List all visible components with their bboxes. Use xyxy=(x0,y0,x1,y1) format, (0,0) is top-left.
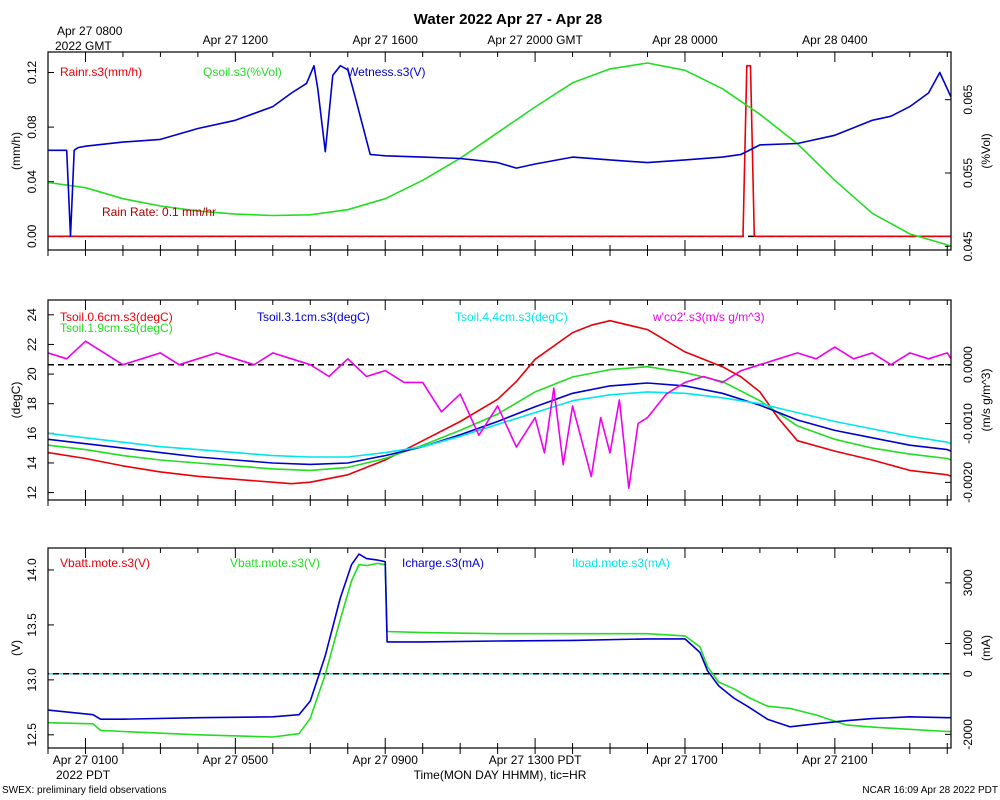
bottom-axis-label: Apr 27 0900 xyxy=(353,753,419,767)
series-line-icharge-s3-ma xyxy=(48,553,951,728)
series-line-tsoil-0-6cm-s3-degc xyxy=(48,319,951,485)
y-left-axis-title: (V) xyxy=(9,640,23,656)
legend-entry-qsoil-s3-vol: Qsoil.s3(%Vol) xyxy=(203,65,282,79)
series-line-w-co2-s3-m-s-g-m-3 xyxy=(48,340,951,490)
y-left-tick-label: 0.12 xyxy=(25,60,39,84)
legend-entry-rainr-s3-mm-h: Rainr.s3(mm/h) xyxy=(60,65,142,79)
bottom-axis-title: Time(MON DAY HHMM), tic=HR xyxy=(414,768,587,782)
bottom-axis-label: Apr 27 1700 xyxy=(652,753,718,767)
y-left-tick-label: 24 xyxy=(25,308,39,322)
y-right-tick-label: -2000 xyxy=(961,719,975,750)
y-right-tick-label: -0.0020 xyxy=(961,462,975,503)
series-line-tsoil-3-1cm-s3-degc xyxy=(48,382,951,466)
bottom-axis-label: Apr 27 2100 xyxy=(802,753,868,767)
legend-entry-iload-mote-s3-ma: Iload.mote.s3(mA) xyxy=(572,556,670,570)
y-left-tick-label: 13.5 xyxy=(25,613,39,637)
top-axis-first-label-line1: Apr 27 0800 xyxy=(57,24,123,38)
y-right-tick-label: 3000 xyxy=(961,569,975,596)
top-axis-label: Apr 28 0400 xyxy=(802,33,868,47)
legend-entry-vbatt-mote-s3-v: Vbatt.mote.s3(V) xyxy=(230,556,320,570)
chart-title: Water 2022 Apr 27 - Apr 28 xyxy=(414,11,602,28)
y-right-tick-label: -0.0010 xyxy=(961,403,975,444)
y-left-tick-label: 20 xyxy=(25,367,39,381)
top-axis-label: Apr 27 1600 xyxy=(353,33,419,47)
y-right-tick-label: 0 xyxy=(961,670,975,677)
legend-entry-tsoil-3-1cm-s3-degc: Tsoil.3.1cm.s3(degC) xyxy=(257,310,370,324)
series-line-tsoil-1-9cm-s3-degc xyxy=(48,365,951,472)
bottom-axis-labels: Apr 27 0100 Apr 27 0500 Apr 27 0900 Apr 27 … xyxy=(53,753,868,767)
y-left-tick-label: 13.0 xyxy=(25,668,39,692)
panel-soil-temperature: 12 14 16 18 20 22 24 -0.0020 -0.0010 0.0000 (degC)… xyxy=(9,299,993,506)
bottom-axis-label: Apr 27 1300 PDT xyxy=(489,753,582,767)
panel-water: 0.00 0.04 0.08 0.12 0.045 0.055 0.065 (mm/h) (%V… xyxy=(9,51,993,261)
bottom-axis-year-label: 2022 PDT xyxy=(56,768,111,782)
plot-frame xyxy=(47,299,952,501)
rain-rate-annotation: Rain Rate: 0.1 mm/hr xyxy=(102,205,216,219)
legend-entry-tsoil-0-6cm-s3-degc: Tsoil.0.6cm.s3(degC) xyxy=(60,310,173,324)
legend-entry-w-co2-s3-m-s-g-m-3: w'co2'.s3(m/s g/m^3) xyxy=(652,310,765,324)
y-left-tick-label: 14 xyxy=(25,456,39,470)
series-line-tsoil-4-4cm-s3-degc xyxy=(48,391,951,458)
legend-entry-tsoil-4-4cm-s3-degc: Tsoil.4.4cm.s3(degC) xyxy=(455,310,568,324)
legend-entry-vbatt-mote-s3-v: Vbatt.mote.s3(V) xyxy=(60,556,150,570)
legend-entry-tsoil-1-9cm-s3-degc: Tsoil.1.9cm.s3(degC) xyxy=(60,321,173,335)
y-right-axis-title: (m/s g/m^3) xyxy=(979,369,993,432)
series-line-vbatt-mote-s3-v xyxy=(48,562,951,738)
top-axis-labels: Apr 27 1200 Apr 27 1600 Apr 27 2000 GMT Apr… xyxy=(203,33,868,47)
footer-right-text: NCAR 16:09 Apr 28 2022 PDT xyxy=(862,785,998,796)
y-left-tick-label: 0.00 xyxy=(25,224,39,248)
y-left-tick-label: 12 xyxy=(25,486,39,500)
bottom-axis-label: Apr 27 0100 xyxy=(53,753,119,767)
y-left-tick-label: 22 xyxy=(25,337,39,351)
top-axis-label: Apr 27 1200 xyxy=(203,33,269,47)
footer-left-text: SWEX: preliminary field observations xyxy=(2,785,167,796)
y-left-tick-label: 14.0 xyxy=(25,558,39,582)
top-axis-label: Apr 27 2000 GMT xyxy=(487,33,583,47)
top-axis-first-label-line2: 2022 GMT xyxy=(55,39,112,53)
y-right-tick-label: 0.065 xyxy=(961,84,975,114)
y-right-tick-label: 0.055 xyxy=(961,158,975,188)
y-left-tick-label: 0.04 xyxy=(25,170,39,194)
series-line-qsoil-s3-vol xyxy=(48,62,951,248)
top-axis-label: Apr 28 0000 xyxy=(652,33,718,47)
y-right-tick-label: 0.045 xyxy=(961,231,975,261)
y-right-tick-label: 0.0000 xyxy=(961,346,975,383)
y-left-tick-label: 12.5 xyxy=(25,723,39,747)
y-right-axis-title: (%Vol) xyxy=(979,133,993,168)
series-line-rainr-s3-mm-h xyxy=(48,64,951,238)
bottom-axis-label: Apr 27 0500 xyxy=(203,753,269,767)
y-right-tick-label: 1000 xyxy=(961,630,975,657)
y-left-tick-label: 18 xyxy=(25,397,39,411)
y-left-tick-label: 16 xyxy=(25,426,39,440)
series-line-wetness-s3-v xyxy=(48,64,951,238)
y-left-axis-title: (mm/h) xyxy=(9,132,23,170)
plot-frame xyxy=(47,51,952,251)
y-left-tick-label: 0.08 xyxy=(25,115,39,139)
y-right-axis-title: (mA) xyxy=(979,635,993,661)
panel-power: 12.5 13.0 13.5 14.0 -2000 0 1000 3000 (V) (mA) Vba… xyxy=(9,547,993,754)
plot-frame xyxy=(47,547,952,749)
legend-entry-wetness-s3-v: Wetness.s3(V) xyxy=(347,65,425,79)
legend-entry-icharge-s3-ma: Icharge.s3(mA) xyxy=(402,556,484,570)
y-left-axis-title: (degC) xyxy=(9,382,23,419)
